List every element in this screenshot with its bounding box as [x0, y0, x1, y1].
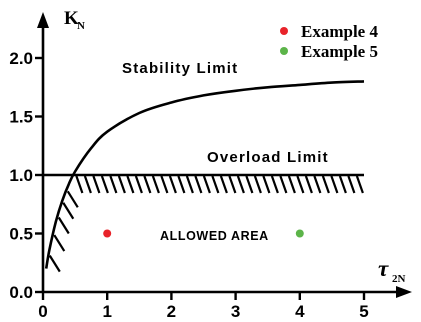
hatch-mark	[62, 202, 75, 220]
y-axis-arrowhead	[37, 12, 49, 28]
hatch-mark	[296, 175, 305, 194]
y-tick-label: 2.0	[9, 49, 33, 68]
legend-marker-example-5	[280, 47, 288, 55]
hatch-mark	[168, 175, 177, 194]
x-axis-title-main: τ	[378, 256, 389, 281]
axes	[37, 12, 412, 298]
stability-hatching	[48, 190, 79, 273]
overload-limit-label: Overload Limit	[207, 149, 329, 166]
hatch-mark	[109, 175, 118, 194]
x-axis-title: τ 2N	[378, 256, 406, 285]
legend-marker-example-4	[280, 27, 288, 35]
x-axis-arrowhead	[396, 286, 412, 298]
hatch-mark	[355, 175, 364, 194]
hatch-mark	[245, 175, 254, 194]
hatch-mark	[219, 175, 228, 194]
hatch-mark	[270, 175, 279, 194]
hatch-mark	[53, 234, 66, 252]
legend-label-example-4: Example 4	[301, 22, 378, 41]
hatch-mark	[177, 175, 186, 194]
stability-limit-label: Stability Limit	[122, 60, 238, 77]
hatch-mark	[279, 175, 288, 194]
y-tick-label: 1.0	[9, 166, 33, 185]
y-tick-label: 0.0	[9, 283, 33, 302]
legend: Example 4 Example 5	[280, 22, 378, 61]
hatch-mark	[48, 255, 61, 273]
hatch-mark	[202, 175, 211, 194]
hatch-mark	[330, 175, 339, 194]
hatch-mark	[117, 175, 126, 194]
hatch-mark	[126, 175, 135, 194]
y-axis-title: K N	[64, 8, 85, 32]
hatch-mark	[338, 175, 347, 194]
x-axis-title-sub: 2N	[392, 273, 406, 285]
hatch-mark	[92, 175, 101, 194]
example-point	[103, 229, 112, 238]
hatch-mark	[100, 175, 109, 194]
hatch-mark	[194, 175, 203, 194]
x-tick-label: 1	[102, 302, 111, 321]
stability-limit-curve	[44, 80, 365, 269]
hatch-mark	[211, 175, 220, 194]
x-ticks: 0 1 2 3 4 5	[38, 292, 369, 321]
x-tick-label: 0	[38, 302, 47, 321]
hatch-mark	[151, 175, 160, 194]
y-tick-label: 1.5	[9, 108, 33, 127]
y-tick-label: 0.5	[9, 225, 33, 244]
hatch-mark	[83, 175, 92, 194]
overload-hatching	[75, 175, 364, 194]
y-axis-title-sub: N	[77, 20, 85, 32]
hatch-mark	[287, 175, 296, 194]
hatch-mark	[321, 175, 330, 194]
hatch-mark	[236, 175, 245, 194]
x-tick-label: 2	[167, 302, 176, 321]
y-ticks: 0.0 0.5 1.0 1.5 2.0	[9, 49, 43, 302]
hatch-mark	[66, 190, 79, 208]
hatch-mark	[143, 175, 152, 194]
example-point	[295, 229, 304, 238]
hatch-mark	[253, 175, 262, 194]
hatch-mark	[134, 175, 143, 194]
legend-label-example-5: Example 5	[301, 42, 378, 61]
hatch-mark	[75, 175, 84, 194]
hatch-mark	[160, 175, 169, 194]
x-tick-label: 3	[231, 302, 240, 321]
x-tick-label: 5	[359, 302, 368, 321]
hatch-mark	[304, 175, 313, 194]
hatch-mark	[262, 175, 271, 194]
hatch-mark	[313, 175, 322, 194]
allowed-area-label: ALLOWED AREA	[160, 229, 269, 243]
hatch-mark	[228, 175, 237, 194]
hatch-mark	[57, 216, 70, 235]
x-tick-label: 4	[295, 302, 305, 321]
hatch-mark	[347, 175, 356, 194]
hatch-mark	[185, 175, 194, 194]
example-points	[103, 229, 304, 238]
y-axis-title-main: K	[64, 8, 79, 29]
